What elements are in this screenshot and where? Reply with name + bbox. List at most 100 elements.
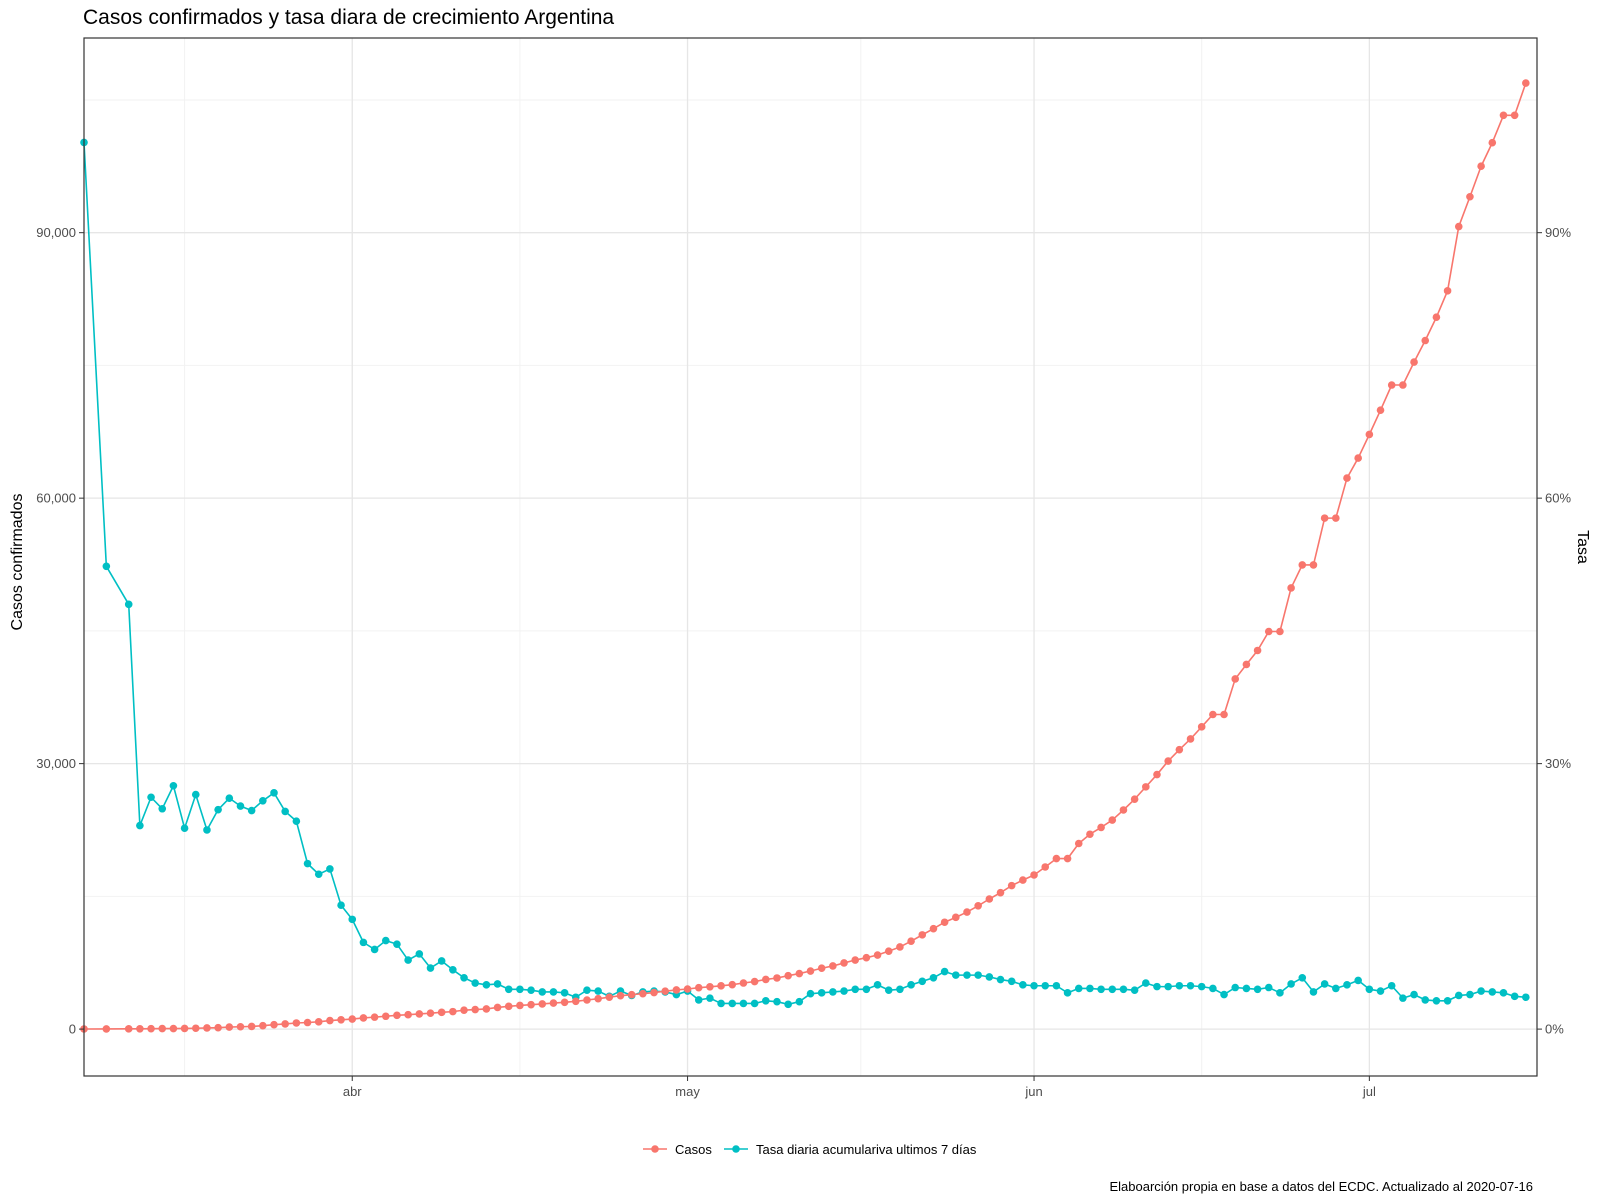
y-tick-label-right: 30% xyxy=(1545,756,1571,771)
data-point-tasa xyxy=(806,989,815,998)
series-line-tasa xyxy=(83,142,1526,1006)
data-point-casos xyxy=(840,959,848,967)
data-point-casos xyxy=(259,1021,267,1030)
data-point-casos xyxy=(482,1005,491,1013)
data-point-casos xyxy=(1421,336,1430,345)
data-point-tasa xyxy=(1164,982,1172,991)
data-point-casos xyxy=(1354,454,1362,462)
data-point-tasa xyxy=(1320,980,1329,988)
grid xyxy=(84,38,1537,1076)
data-point-casos xyxy=(326,1016,334,1025)
data-point-casos xyxy=(1309,561,1318,569)
data-point-casos xyxy=(1175,745,1184,754)
data-point-casos xyxy=(884,947,893,955)
data-point-tasa xyxy=(1287,980,1295,988)
data-point-tasa xyxy=(1153,982,1161,991)
data-point-tasa xyxy=(795,997,804,1006)
data-point-casos xyxy=(1320,514,1329,522)
data-point-casos xyxy=(1130,795,1139,803)
data-point-casos xyxy=(560,998,569,1007)
data-point-casos xyxy=(862,953,871,962)
data-point-tasa xyxy=(1354,976,1362,985)
data-point-tasa xyxy=(1209,984,1217,993)
data-point-tasa xyxy=(1387,981,1396,990)
legend-key-point-tasa xyxy=(732,1145,740,1153)
legend-label-tasa: Tasa diaria acumulariva ultimos 7 días xyxy=(756,1142,977,1157)
legend-key-point-casos xyxy=(651,1145,659,1153)
chart-title: Casos confirmados y tasa diara de crecim… xyxy=(83,6,614,29)
data-point-casos xyxy=(236,1022,245,1031)
data-point-tasa xyxy=(1242,984,1251,993)
data-point-casos xyxy=(571,997,580,1006)
data-point-tasa xyxy=(1443,996,1452,1005)
data-point-casos xyxy=(1343,474,1351,482)
data-point-casos xyxy=(214,1023,222,1032)
data-point-tasa xyxy=(426,964,435,972)
data-point-casos xyxy=(1186,735,1195,743)
data-point-tasa xyxy=(136,821,144,830)
data-point-casos xyxy=(504,1002,513,1011)
data-point-casos xyxy=(471,1005,479,1014)
data-point-tasa xyxy=(974,971,982,979)
data-point-tasa xyxy=(314,870,323,879)
data-point-casos xyxy=(706,982,714,991)
data-point-tasa xyxy=(381,936,390,945)
data-point-casos xyxy=(784,971,792,980)
data-point-tasa xyxy=(1130,986,1139,994)
legend-label-casos: Casos xyxy=(675,1142,712,1157)
data-point-tasa xyxy=(124,600,133,609)
data-point-tasa xyxy=(303,859,312,868)
data-point-casos xyxy=(1153,770,1161,779)
data-point-tasa xyxy=(1063,989,1072,997)
data-point-tasa xyxy=(1041,981,1050,990)
data-point-casos xyxy=(661,987,669,995)
data-point-casos xyxy=(1264,627,1273,636)
data-point-casos xyxy=(527,1000,535,1009)
data-point-casos xyxy=(426,1009,435,1018)
data-point-casos xyxy=(136,1025,144,1033)
data-point-casos xyxy=(393,1011,401,1020)
data-point-casos xyxy=(1231,675,1240,683)
data-point-casos xyxy=(1242,660,1251,669)
data-point-casos xyxy=(739,979,748,987)
data-point-tasa xyxy=(560,989,569,997)
data-point-tasa xyxy=(516,985,524,994)
data-point-casos xyxy=(918,931,927,939)
data-point-casos xyxy=(1097,823,1105,832)
data-point-tasa xyxy=(471,979,479,987)
data-point-casos xyxy=(1197,723,1206,731)
data-point-tasa xyxy=(270,789,278,797)
data-point-casos xyxy=(963,908,971,916)
data-point-tasa xyxy=(929,973,938,982)
data-point-tasa xyxy=(1108,985,1117,994)
data-point-casos xyxy=(460,1006,468,1014)
x-tick-label: abr xyxy=(343,1084,362,1099)
data-point-casos xyxy=(180,1024,189,1033)
data-point-casos xyxy=(907,937,915,946)
y-tick-label-right: 0% xyxy=(1545,1022,1564,1037)
y-tick-label-left: 90,000 xyxy=(36,225,76,240)
chart-caption: Elaboarción propia en base a datos del E… xyxy=(1110,1179,1534,1194)
data-point-casos xyxy=(817,964,826,973)
data-point-casos xyxy=(773,974,781,982)
data-point-tasa xyxy=(158,804,167,813)
y-tick-label-left: 0 xyxy=(69,1022,76,1037)
data-point-tasa xyxy=(1197,982,1206,991)
data-point-casos xyxy=(1399,381,1407,389)
data-point-casos xyxy=(102,1025,111,1033)
data-point-tasa xyxy=(1264,983,1273,992)
data-point-casos xyxy=(605,993,614,1001)
data-point-casos xyxy=(1220,710,1228,719)
data-point-tasa xyxy=(940,967,949,976)
data-point-tasa xyxy=(1007,977,1016,986)
data-point-tasa xyxy=(1421,996,1430,1004)
series-layer xyxy=(80,79,1530,1033)
data-point-tasa xyxy=(169,781,178,790)
data-point-casos xyxy=(538,1000,547,1008)
data-point-tasa xyxy=(829,988,837,996)
data-point-casos xyxy=(359,1014,368,1022)
data-point-casos xyxy=(1510,111,1519,120)
data-point-tasa xyxy=(761,996,770,1005)
data-point-tasa xyxy=(449,966,457,974)
